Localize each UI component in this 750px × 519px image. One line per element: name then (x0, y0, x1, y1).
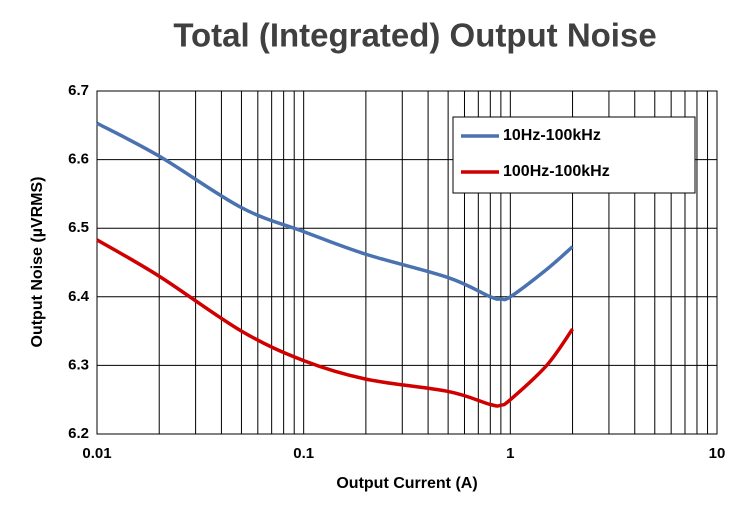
y-tick-label: 6.6 (68, 151, 89, 168)
x-tick-label: 1 (506, 445, 514, 462)
y-tick-label: 6.7 (68, 82, 89, 99)
data-line (96, 121, 574, 302)
x-tick-label: 10 (709, 445, 726, 462)
y-tick-label: 6.3 (68, 356, 89, 373)
data-line (96, 238, 574, 408)
legend-box (452, 116, 696, 194)
y-axis-label: Output Noise (µVRMS) (29, 177, 46, 348)
x-axis-label: Output Current (A) (336, 475, 477, 492)
legend-label: 100Hz-100kHz (503, 163, 610, 180)
y-tick-label: 6.4 (68, 288, 90, 305)
y-tick-label: 6.2 (68, 425, 89, 442)
chart-title: Total (Integrated) Output Noise (173, 17, 656, 54)
plot-frame (96, 90, 718, 435)
legend-label: 10Hz-100kHz (503, 127, 601, 144)
x-tick-label: 0.1 (293, 445, 314, 462)
x-tick-label: 0.01 (82, 445, 111, 462)
y-tick-label: 6.5 (68, 219, 89, 236)
